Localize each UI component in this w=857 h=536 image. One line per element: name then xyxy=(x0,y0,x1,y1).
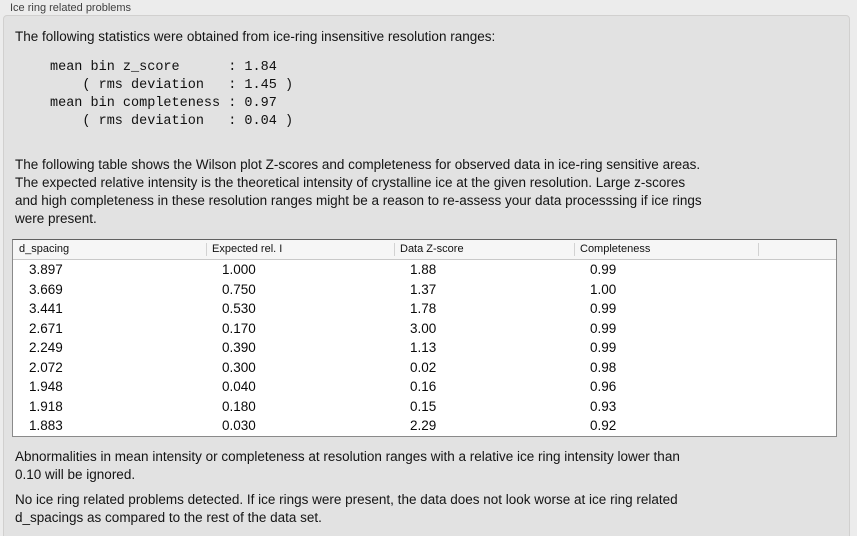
summary-statistics-block: mean bin z_score : 1.84 ( rms deviation … xyxy=(50,60,294,129)
table-cell: 1.37 xyxy=(410,281,437,297)
table-cell: 0.530 xyxy=(222,301,256,316)
table-cell: 0.040 xyxy=(222,379,256,394)
table-row[interactable]: 3.897 1.000 1.88 0.99 xyxy=(13,260,836,280)
table-row[interactable]: 2.671 0.170 3.00 0.99 xyxy=(13,318,836,338)
column-header[interactable]: d_spacing xyxy=(19,243,70,255)
table-cell: 3.669 xyxy=(29,281,63,297)
table-cell: 0.02 xyxy=(410,359,437,375)
table-row[interactable]: 1.883 0.030 2.29 0.92 xyxy=(13,416,836,436)
conclusion-text: No ice ring related problems detected. I… xyxy=(15,492,678,525)
table-header-row: d_spacing Expected rel. I Data Z-score Comp… xyxy=(13,240,836,260)
table-cell: 1.918 xyxy=(29,398,63,414)
table-row[interactable]: 1.918 0.180 0.15 0.93 xyxy=(13,396,836,416)
table-body: 3.897 1.000 1.88 0.99 3.669 0.750 1.37 1.00 3.44… xyxy=(13,260,836,436)
table-cell: 3.897 xyxy=(29,262,63,277)
panel-title: Ice ring related problems xyxy=(10,2,132,14)
table-cell: 0.750 xyxy=(222,281,256,297)
table-cell: 1.13 xyxy=(410,340,437,355)
table-cell: 2.249 xyxy=(29,340,63,355)
ice-ring-table: d_spacing Expected rel. I Data Z-score Comp… xyxy=(12,239,837,437)
table-cell: 1.883 xyxy=(29,418,63,433)
table-cell: 0.99 xyxy=(590,320,617,336)
column-header[interactable]: Expected rel. I xyxy=(206,240,394,259)
table-description-text: The following table shows the Wilson plo… xyxy=(15,157,702,226)
table-cell: 1.00 xyxy=(590,281,617,297)
table-cell: 0.170 xyxy=(222,320,256,336)
table-row[interactable]: 1.948 0.040 0.16 0.96 xyxy=(13,377,836,397)
table-cell: 0.99 xyxy=(590,262,617,277)
table-cell: 0.98 xyxy=(590,359,617,375)
table-cell: 2.671 xyxy=(29,320,63,336)
table-row[interactable]: 3.441 0.530 1.78 0.99 xyxy=(13,299,836,319)
table-cell: 0.92 xyxy=(590,418,617,433)
table-cell: 1.88 xyxy=(410,262,437,277)
column-header-filler xyxy=(758,240,836,259)
table-cell: 0.99 xyxy=(590,340,617,355)
table-cell: 0.15 xyxy=(410,398,437,414)
table-cell: 1.78 xyxy=(410,301,437,316)
table-cell: 0.030 xyxy=(222,418,256,433)
table-row[interactable]: 3.669 0.750 1.37 1.00 xyxy=(13,279,836,299)
table-cell: 0.180 xyxy=(222,398,256,414)
table-cell: 0.16 xyxy=(410,379,437,394)
table-cell: 0.390 xyxy=(222,340,256,355)
column-header[interactable]: Completeness xyxy=(574,240,758,259)
table-cell: 1.948 xyxy=(29,379,63,394)
table-cell: 2.072 xyxy=(29,359,63,375)
ignore-note-text: Abnormalities in mean intensity or compl… xyxy=(15,449,680,482)
column-header[interactable]: Data Z-score xyxy=(394,240,574,259)
table-cell: 0.96 xyxy=(590,379,617,394)
table-row[interactable]: 2.072 0.300 0.02 0.98 xyxy=(13,357,836,377)
table-cell: 3.00 xyxy=(410,320,437,336)
table-cell: 1.000 xyxy=(222,262,256,277)
table-cell: 2.29 xyxy=(410,418,437,433)
table-cell: 3.441 xyxy=(29,301,63,316)
table-row[interactable]: 2.249 0.390 1.13 0.99 xyxy=(13,338,836,358)
table-cell: 0.300 xyxy=(222,359,256,375)
table-cell: 0.93 xyxy=(590,398,617,414)
intro-text: The following statistics were obtained f… xyxy=(15,29,496,44)
table-cell: 0.99 xyxy=(590,301,617,316)
